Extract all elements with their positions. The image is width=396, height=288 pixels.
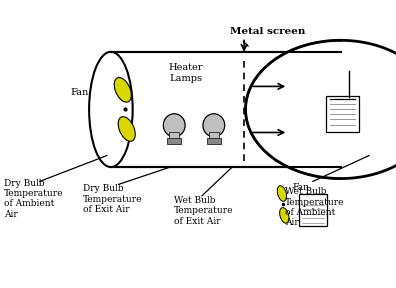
Circle shape [246, 40, 396, 179]
FancyBboxPatch shape [299, 194, 327, 226]
Bar [207, 138, 221, 144]
Ellipse shape [277, 186, 287, 201]
Ellipse shape [118, 117, 135, 141]
FancyBboxPatch shape [326, 96, 360, 132]
Ellipse shape [164, 114, 185, 137]
Bar [111, 52, 341, 167]
Bar [209, 132, 219, 139]
Bar [341, 37, 396, 181]
Text: Fan: Fan [70, 88, 88, 97]
Ellipse shape [89, 52, 133, 167]
Ellipse shape [280, 208, 289, 223]
Text: Metal screen: Metal screen [230, 27, 305, 36]
Text: Dry Bulb
Temperature
of Ambient
Air: Dry Bulb Temperature of Ambient Air [4, 179, 63, 219]
Text: Dry Bulb
Temperature
of Exit Air: Dry Bulb Temperature of Exit Air [83, 184, 143, 214]
Text: Heater
Lamps: Heater Lamps [169, 63, 204, 83]
Bar [169, 132, 179, 139]
Bar [167, 138, 181, 144]
Text: Wet Bulb
Temperature
of Exit Air: Wet Bulb Temperature of Exit Air [174, 196, 234, 226]
Ellipse shape [114, 77, 131, 102]
Text: Fan: Fan [293, 183, 310, 192]
Ellipse shape [91, 53, 131, 166]
Ellipse shape [203, 114, 225, 137]
Text: Wet Bulb
Temperature
of Ambient
Air: Wet Bulb Temperature of Ambient Air [285, 187, 345, 228]
